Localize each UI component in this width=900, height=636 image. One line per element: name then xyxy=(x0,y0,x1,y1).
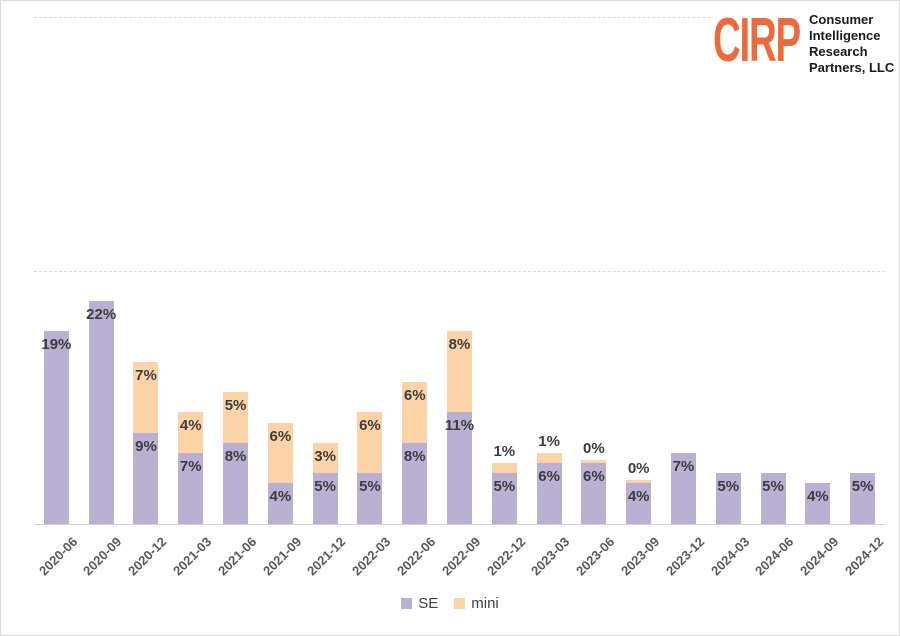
data-label-se: 8% xyxy=(224,447,247,465)
bar-2024-03-se xyxy=(715,473,741,524)
gridline-50pct xyxy=(34,17,885,18)
se-swatch-icon xyxy=(401,598,413,609)
bar-2021-09-mini xyxy=(267,422,293,484)
data-label-se: 6% xyxy=(583,468,605,486)
x-axis-label: 2024-06 xyxy=(752,534,797,579)
cirp-tagline-line-2: Intelligence xyxy=(809,27,881,43)
data-label-mini: 1% xyxy=(538,433,560,451)
data-label-mini: 6% xyxy=(403,387,426,405)
x-axis-label: 2020-06 xyxy=(35,534,81,579)
x-axis-label: 2020-12 xyxy=(125,534,170,579)
bar-2022-06-mini xyxy=(402,382,428,443)
bar-2021-03-se xyxy=(178,453,204,524)
bar-2020-12-se xyxy=(133,432,159,524)
x-axis-label: 2020-09 xyxy=(80,534,125,579)
x-axis-label: 2023-12 xyxy=(662,534,708,579)
bar-2024-12-se xyxy=(850,473,876,524)
bar-2021-03-mini xyxy=(178,412,204,453)
data-label-se: 5% xyxy=(359,478,381,496)
cirp-tagline-line-3: Research xyxy=(809,43,868,59)
bar-2023-09-mini xyxy=(626,480,652,484)
data-label-mini: 6% xyxy=(269,427,292,445)
data-label-se: 9% xyxy=(135,437,157,455)
data-label-se: 4% xyxy=(269,488,292,506)
data-label-se: 19% xyxy=(41,336,72,354)
chart-legend: SE mini xyxy=(1,596,899,611)
data-label-se: 11% xyxy=(444,417,475,435)
data-label-se: 5% xyxy=(762,478,784,496)
data-label-se: 7% xyxy=(672,458,695,476)
x-axis-label: 2021-09 xyxy=(259,534,304,579)
bar-2023-03-se xyxy=(536,463,562,524)
bar-2020-12-mini xyxy=(133,361,159,433)
data-label-se: 6% xyxy=(538,468,560,486)
bar-2022-09-se xyxy=(447,412,472,524)
bar-2022-03-se xyxy=(357,473,383,524)
bar-2021-12-se xyxy=(312,473,338,524)
cirp-logo: CIRP Consumer Intelligence Research Part… xyxy=(713,6,894,81)
x-axis-line xyxy=(34,524,885,525)
data-label-mini: 7% xyxy=(135,366,157,384)
cirp-tagline-line-1: Consumer xyxy=(809,12,874,27)
x-axis-label: 2022-12 xyxy=(483,534,528,579)
bar-2023-09-se xyxy=(626,483,652,524)
data-label-se: 4% xyxy=(627,488,650,506)
bar-2022-09-mini xyxy=(447,331,472,413)
cirp-logo-tagline: Consumer Intelligence Research Partners,… xyxy=(809,12,894,75)
data-label-mini: 5% xyxy=(224,397,247,415)
bar-2020-06-se xyxy=(43,331,69,524)
data-label-se: 5% xyxy=(493,478,516,496)
data-label-mini: 1% xyxy=(493,443,516,461)
x-axis-label: 2023-06 xyxy=(573,534,618,579)
data-label-se: 5% xyxy=(851,478,874,496)
legend-label-mini: mini xyxy=(471,595,499,612)
x-axis-label: 2022-09 xyxy=(438,534,484,579)
cirp-logo-brand: CIRP xyxy=(713,6,801,75)
bar-2021-09-se xyxy=(267,483,293,524)
data-label-se: 8% xyxy=(403,447,426,465)
x-axis-label: 2024-09 xyxy=(797,534,842,579)
bar-2024-06-se xyxy=(760,473,786,524)
data-label-mini: 0% xyxy=(627,460,650,478)
bar-2022-12-mini xyxy=(491,463,517,474)
x-axis-label: 2023-09 xyxy=(617,534,663,579)
bar-2024-09-se xyxy=(805,483,831,524)
bar-2021-12-mini xyxy=(312,442,338,474)
bar-2023-12-se xyxy=(670,453,696,524)
bar-2022-06-se xyxy=(402,442,428,524)
bar-2021-06-mini xyxy=(223,392,249,443)
bar-2023-06-se xyxy=(581,463,607,524)
x-axis-label: 2021-06 xyxy=(214,534,260,579)
legend-item-mini: mini xyxy=(454,596,499,611)
bar-2020-09-se xyxy=(88,300,114,524)
bar-2022-03-mini xyxy=(357,412,383,474)
data-label-mini: 3% xyxy=(314,447,336,465)
data-label-mini: 0% xyxy=(583,440,605,458)
data-label-se: 7% xyxy=(179,458,202,476)
data-label-se: 5% xyxy=(314,478,336,496)
x-axis-label: 2023-03 xyxy=(528,534,573,579)
cirp-tagline-line-4: Partners, LLC xyxy=(809,59,895,75)
bar-2023-06-mini xyxy=(581,460,607,464)
data-label-mini: 6% xyxy=(359,417,381,435)
data-label-se: 22% xyxy=(86,305,117,323)
bar-2023-03-mini xyxy=(536,453,562,464)
legend-label-se: SE xyxy=(418,595,439,612)
x-axis-label: 2021-03 xyxy=(170,534,215,579)
data-label-se: 4% xyxy=(806,488,829,506)
x-axis-label: 2022-06 xyxy=(393,534,439,579)
data-label-mini: 4% xyxy=(179,417,202,435)
mini-swatch-icon xyxy=(454,598,466,609)
data-label-mini: 8% xyxy=(448,336,471,354)
x-axis-label: 2024-03 xyxy=(707,534,752,579)
bar-2021-06-se xyxy=(223,442,249,524)
x-axis-label: 2024-12 xyxy=(841,534,887,579)
x-axis-label: 2022-03 xyxy=(349,534,394,579)
legend-item-se: SE xyxy=(401,596,438,611)
x-axis-label: 2021-12 xyxy=(304,534,349,579)
gridline-25pct xyxy=(34,270,885,272)
data-label-se: 5% xyxy=(717,478,740,496)
bar-2022-12-se xyxy=(491,473,517,524)
